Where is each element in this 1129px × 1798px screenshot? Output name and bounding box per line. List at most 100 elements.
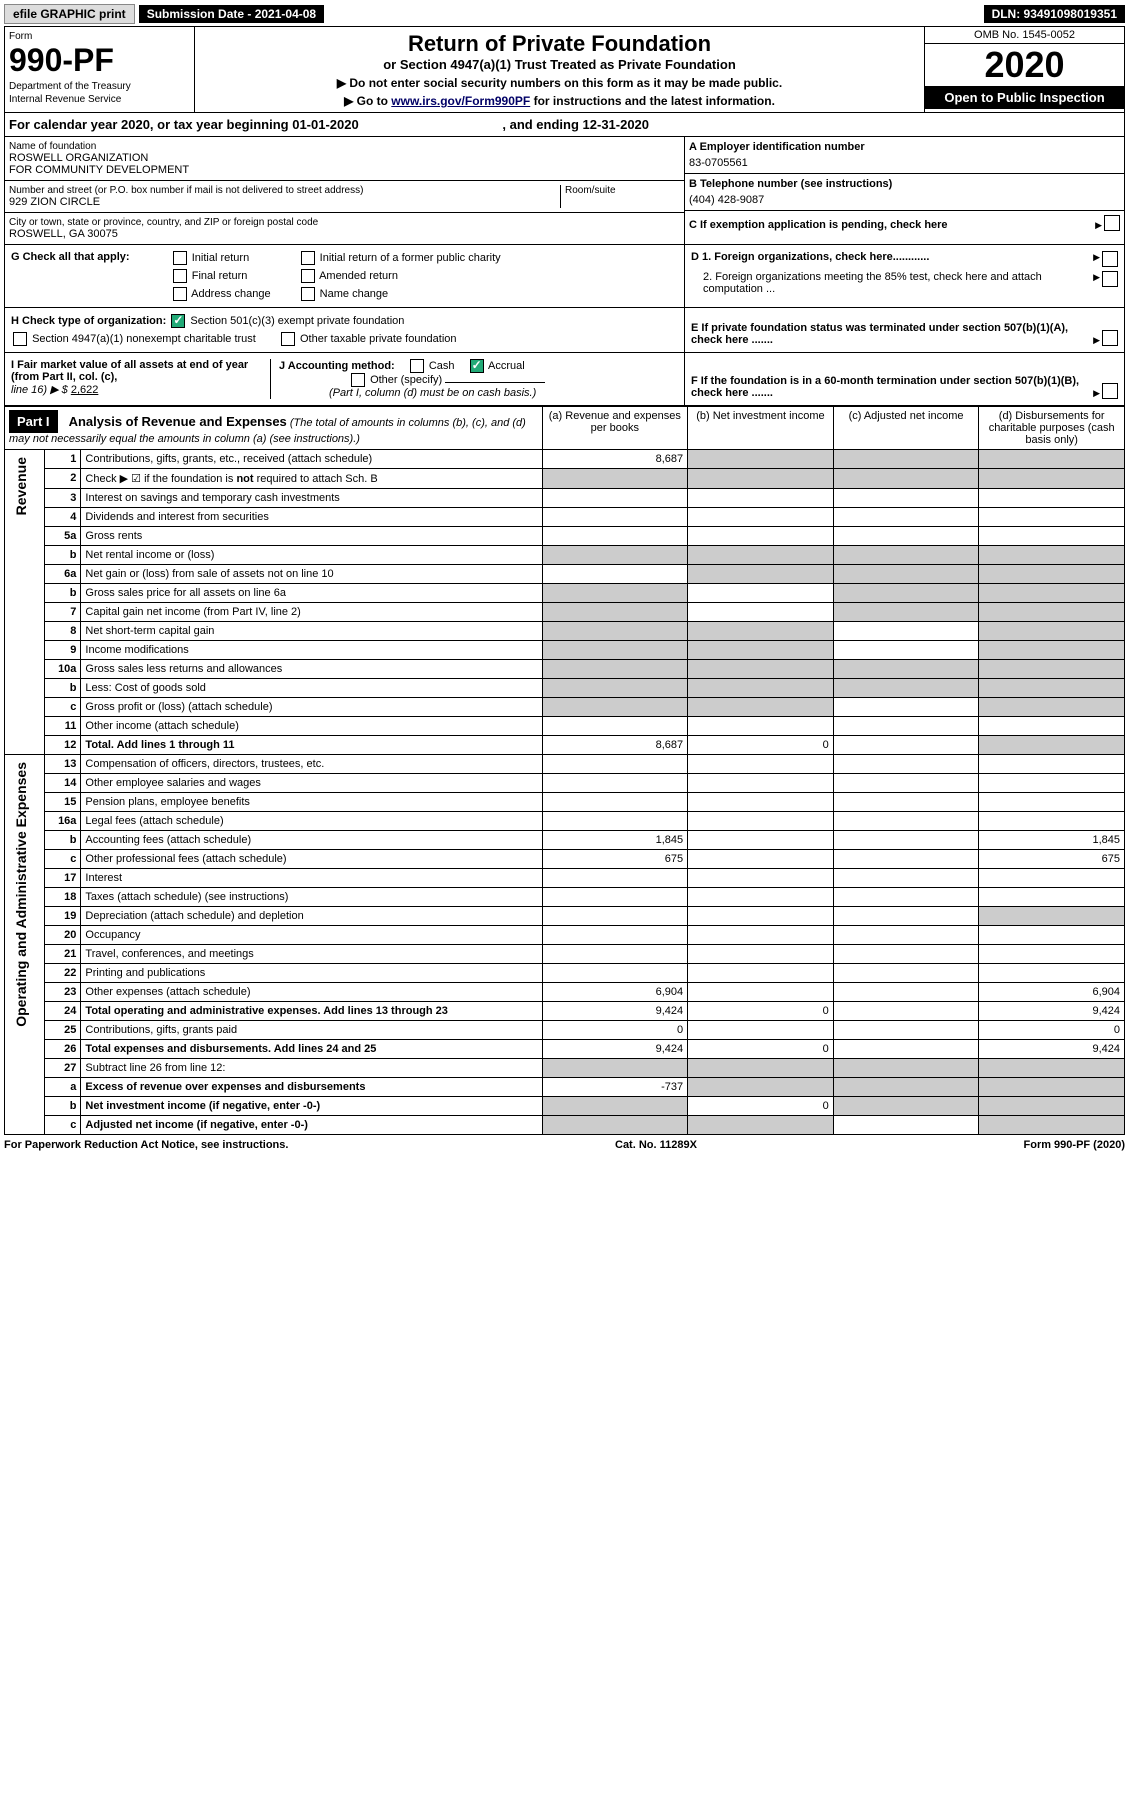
col-c-value <box>833 603 979 622</box>
line-number: 16a <box>45 812 81 831</box>
line-description: Occupancy <box>81 926 542 945</box>
line-row: 2 Check ▶ ☑ if the foundation is not req… <box>5 469 1125 489</box>
foundation-name-2: FOR COMMUNITY DEVELOPMENT <box>9 164 680 176</box>
line-description: Check ▶ ☑ if the foundation is not requi… <box>81 469 542 489</box>
col-c-value <box>833 1116 979 1135</box>
footer: For Paperwork Reduction Act Notice, see … <box>4 1135 1125 1155</box>
col-a-value <box>542 603 688 622</box>
col-d-value: 6,904 <box>979 983 1125 1002</box>
line-row: 11 Other income (attach schedule) <box>5 717 1125 736</box>
name-change-checkbox[interactable] <box>301 287 315 301</box>
col-c-value <box>833 774 979 793</box>
d2-checkbox[interactable] <box>1102 271 1118 287</box>
line-description: Other professional fees (attach schedule… <box>81 850 542 869</box>
col-c-value <box>833 469 979 489</box>
foundation-name-1: ROSWELL ORGANIZATION <box>9 152 680 164</box>
col-c-value <box>833 812 979 831</box>
omb-number: OMB No. 1545-0052 <box>925 27 1124 44</box>
city-label: City or town, state or province, country… <box>9 217 680 228</box>
4947-checkbox[interactable] <box>13 332 27 346</box>
col-d-value <box>979 660 1125 679</box>
col-d-header: (d) Disbursements for charitable purpose… <box>979 407 1125 450</box>
col-c-value <box>833 945 979 964</box>
line-row: 3 Interest on savings and temporary cash… <box>5 489 1125 508</box>
exemption-checkbox[interactable] <box>1104 215 1120 231</box>
part1-title: Analysis of Revenue and Expenses <box>69 414 287 429</box>
col-c-value <box>833 1002 979 1021</box>
col-a-value <box>542 888 688 907</box>
line-number: 9 <box>45 641 81 660</box>
col-a-value <box>542 964 688 983</box>
line-number: 15 <box>45 793 81 812</box>
j-label: J Accounting method: <box>279 360 395 372</box>
d1-checkbox[interactable] <box>1102 251 1118 267</box>
irs-link[interactable]: www.irs.gov/Form990PF <box>391 94 530 108</box>
col-c-value <box>833 755 979 774</box>
city-value: ROSWELL, GA 30075 <box>9 228 680 240</box>
col-c-value <box>833 850 979 869</box>
amended-return-checkbox[interactable] <box>301 269 315 283</box>
col-c-value <box>833 1040 979 1059</box>
accrual-checkbox[interactable] <box>470 359 484 373</box>
line-number: a <box>45 1078 81 1097</box>
col-c-value <box>833 831 979 850</box>
line-row: c Gross profit or (loss) (attach schedul… <box>5 698 1125 717</box>
f-checkbox[interactable] <box>1102 383 1118 399</box>
initial-former-checkbox[interactable] <box>301 251 315 265</box>
col-b-value <box>688 1116 834 1135</box>
line-description: Income modifications <box>81 641 542 660</box>
col-b-value <box>688 679 834 698</box>
opt-initial: Initial return <box>192 252 249 264</box>
col-a-value: -737 <box>542 1078 688 1097</box>
line-description: Net rental income or (loss) <box>81 546 542 565</box>
address-change-checkbox[interactable] <box>173 287 187 301</box>
line-description: Excess of revenue over expenses and disb… <box>81 1078 542 1097</box>
phone-value: (404) 428-9087 <box>689 194 1120 206</box>
col-c-value <box>833 508 979 527</box>
501c3-checkbox[interactable] <box>171 314 185 328</box>
col-a-value <box>542 469 688 489</box>
col-b-value <box>688 603 834 622</box>
line-description: Net short-term capital gain <box>81 622 542 641</box>
e-checkbox[interactable] <box>1102 330 1118 346</box>
entity-info: Name of foundation ROSWELL ORGANIZATION … <box>4 137 1125 245</box>
col-a-value <box>542 812 688 831</box>
other-method-checkbox[interactable] <box>351 373 365 387</box>
line-number: 1 <box>45 450 81 469</box>
col-d-value: 9,424 <box>979 1040 1125 1059</box>
line-number: 20 <box>45 926 81 945</box>
line-number: 25 <box>45 1021 81 1040</box>
col-d-value <box>979 641 1125 660</box>
part1-table: Part I Analysis of Revenue and Expenses … <box>4 406 1125 1135</box>
opt-addr: Address change <box>191 288 271 300</box>
col-a-value <box>542 584 688 603</box>
final-return-checkbox[interactable] <box>173 269 187 283</box>
form-header: Form 990-PF Department of the Treasury I… <box>4 26 1125 113</box>
h-label: H Check type of organization: <box>11 315 166 327</box>
col-a-value: 0 <box>542 1021 688 1040</box>
h-opt3: Other taxable private foundation <box>300 333 457 345</box>
col-d-value: 0 <box>979 1021 1125 1040</box>
line-description: Total expenses and disbursements. Add li… <box>81 1040 542 1059</box>
line-row: b Gross sales price for all assets on li… <box>5 584 1125 603</box>
col-d-value <box>979 888 1125 907</box>
col-c-value <box>833 527 979 546</box>
other-taxable-checkbox[interactable] <box>281 332 295 346</box>
col-a-value <box>542 546 688 565</box>
col-a-value <box>542 698 688 717</box>
line-number: 18 <box>45 888 81 907</box>
line-number: b <box>45 584 81 603</box>
col-d-value <box>979 717 1125 736</box>
col-b-value <box>688 1078 834 1097</box>
efile-print-button[interactable]: efile GRAPHIC print <box>4 4 135 24</box>
line-row: b Net rental income or (loss) <box>5 546 1125 565</box>
cash-checkbox[interactable] <box>410 359 424 373</box>
initial-return-checkbox[interactable] <box>173 251 187 265</box>
line-description: Depreciation (attach schedule) and deple… <box>81 907 542 926</box>
line-row: 24 Total operating and administrative ex… <box>5 1002 1125 1021</box>
col-b-value <box>688 793 834 812</box>
col-a-value <box>542 1116 688 1135</box>
col-c-value <box>833 793 979 812</box>
line-row: a Excess of revenue over expenses and di… <box>5 1078 1125 1097</box>
col-b-value <box>688 527 834 546</box>
